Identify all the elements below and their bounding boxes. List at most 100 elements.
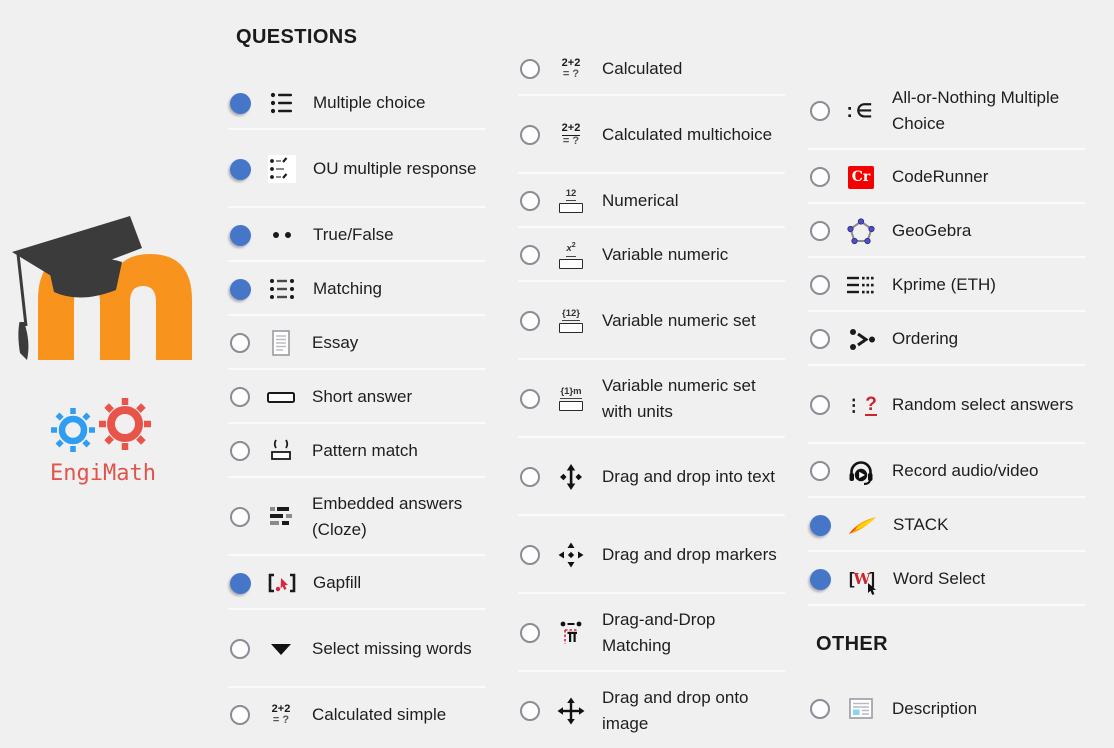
question-type-label: Embedded answers (Cloze) [312,494,463,539]
answer-box-icon [260,382,302,412]
radio-button[interactable] [810,167,830,187]
ordering-dots-icon [840,324,882,354]
question-type-label: All-or-Nothing Multiple Choice [892,88,1060,133]
question-type-row[interactable]: Drag-and-Drop Matching [518,594,785,672]
question-type-label: Select missing words [312,639,472,658]
question-type-label: Variable numeric [602,245,729,264]
radio-button[interactable] [810,221,830,241]
question-type-row[interactable]: Multiple choice [228,76,485,130]
radio-button[interactable] [520,191,540,211]
question-type-row[interactable]: 2+2 = ? Calculated [518,42,785,96]
question-type-row[interactable]: {1}m Variable numeric set with units [518,360,785,438]
engimath-gears-icon [51,398,151,452]
question-column-2: 2+2 = ? Calculated 2+2 = ? Calculated mult… [518,0,785,748]
radio-button[interactable] [810,568,831,590]
radio-button[interactable] [810,514,831,536]
engimath-logo: EngiMath [28,394,178,486]
question-type-row[interactable]: [W] Word Select [808,552,1085,606]
coderunner-cr-icon: Cr [840,165,882,189]
radio-button[interactable] [520,701,540,721]
question-type-row[interactable]: Embedded answers (Cloze) [228,478,485,556]
calc-2plus2-icon: 2+2 = ? [561,57,581,80]
radio-button[interactable] [520,59,540,79]
calc-2plus2-underline-icon: 2+2 = ? [561,122,581,147]
radio-button[interactable] [810,461,830,481]
question-type-row[interactable]: Record audio/video [808,444,1085,498]
question-type-row[interactable]: OU multiple response [228,130,485,208]
graduation-cap-tassel [18,322,29,360]
drag-markers-icon [550,540,592,570]
radio-button[interactable] [520,467,540,487]
radio-button[interactable] [230,387,250,407]
graduation-cap-board [12,216,142,280]
question-type-label: Essay [312,333,359,352]
question-type-label: Ordering [892,329,959,348]
question-type-row[interactable]: Pattern match [228,424,485,478]
question-type-row[interactable]: {12} Variable numeric set [518,282,785,360]
question-type-row[interactable]: Matching [228,262,485,316]
question-type-label: OU multiple response [313,159,477,178]
question-type-label: GeoGebra [892,221,972,240]
radio-button[interactable] [230,333,250,353]
question-column-1: QUESTIONS Multiple choice OU multiple re… [228,0,485,748]
question-type-row[interactable]: Short answer [228,370,485,424]
checklist-icon [261,154,303,184]
radio-button[interactable] [520,245,540,265]
question-type-row[interactable]: 2+2 = ? Calculated simple [228,688,485,742]
radio-button[interactable] [230,158,251,180]
radio-button[interactable] [520,389,540,409]
question-type-row[interactable]: STACK [808,498,1085,552]
question-type-row[interactable]: Description [808,682,1085,736]
question-type-row[interactable]: Drag and drop into text [518,438,785,516]
radio-button[interactable] [520,125,540,145]
question-type-row[interactable]: Select missing words [228,610,485,688]
question-type-label: Calculated [602,59,683,78]
question-type-row[interactable]: GeoGebra [808,204,1085,258]
question-type-label: Multiple choice [313,93,426,112]
question-type-row[interactable]: 12 Numerical [518,174,785,228]
radio-button[interactable] [230,507,250,527]
random-question-icon: ⋮? [845,393,877,416]
radio-button[interactable] [810,329,830,349]
radio-button[interactable] [230,278,251,300]
question-type-label: Matching [313,279,382,298]
radio-button[interactable] [230,705,250,725]
set12-box-icon: {12} [550,309,592,333]
radio-button[interactable] [520,623,540,643]
question-type-row[interactable]: Drag and drop markers [518,516,785,594]
question-type-row[interactable]: x2 Variable numeric [518,228,785,282]
question-type-row[interactable]: Drag and drop onto image [518,672,785,748]
radio-button[interactable] [230,92,251,114]
question-type-row[interactable]: Gapfill [228,556,485,610]
radio-button[interactable] [230,639,250,659]
question-type-label: Numerical [602,191,679,210]
radio-button[interactable] [520,545,540,565]
question-type-row[interactable]: Ordering [808,312,1085,366]
question-type-row[interactable]: Essay [228,316,485,370]
geogebra-pentagon-icon [840,216,882,246]
radio-button[interactable] [230,441,250,461]
question-type-row[interactable]: 2+2 = ? Calculated multichoice [518,96,785,174]
question-type-label: Drag-and-Drop Matching [602,610,716,655]
question-type-row[interactable]: ⋮? Random select answers [808,366,1085,444]
question-type-row[interactable]: :∈ All-or-Nothing Multiple Choice [808,72,1085,150]
radio-button[interactable] [230,572,251,594]
question-type-label: STACK [893,515,949,534]
question-type-label: True/False [313,225,394,244]
radio-button[interactable] [810,395,830,415]
radio-button[interactable] [520,311,540,331]
question-type-row[interactable]: Kprime (ETH) [808,258,1085,312]
radio-button[interactable] [810,101,830,121]
other-section-title: OTHER [816,632,888,655]
radio-button[interactable] [230,224,251,246]
question-type-row[interactable]: True/False [228,208,485,262]
question-type-label: Drag and drop markers [602,545,777,564]
graduation-cap-body [50,258,122,298]
multiple-choice-list-icon [261,88,303,118]
question-type-label: Variable numeric set [602,311,756,330]
radio-button[interactable] [810,275,830,295]
question-type-row[interactable]: Cr CodeRunner [808,150,1085,204]
question-type-label: Calculated simple [312,705,447,724]
radio-button[interactable] [810,699,830,719]
